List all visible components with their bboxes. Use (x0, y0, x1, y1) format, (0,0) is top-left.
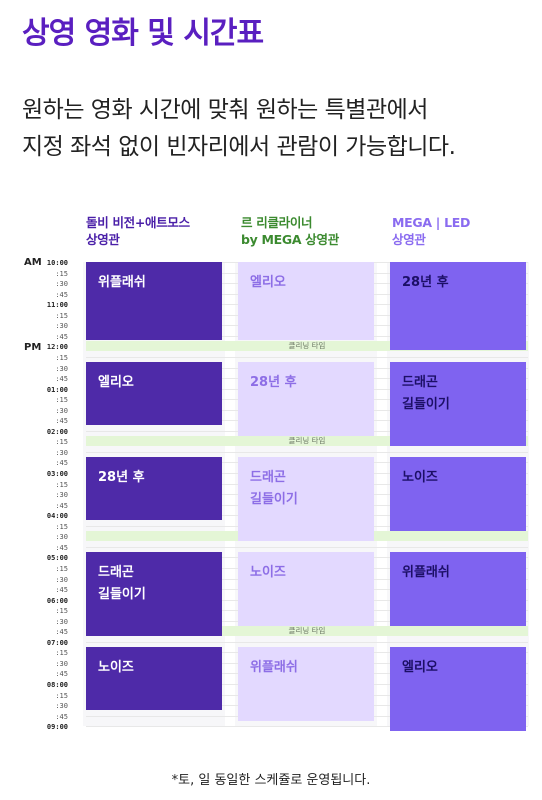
column-header-dolby: 돌비 비전+애트모스 상영관 (86, 214, 190, 248)
movie-block: 엘리오 (238, 262, 374, 340)
time-tick: :45 (55, 501, 68, 510)
time-tick: :45 (55, 375, 68, 384)
time-tick: :45 (55, 417, 68, 426)
movie-title-line: 드래곤 (98, 564, 134, 580)
movie-title-line: 길들이기 (402, 396, 450, 412)
movie-block: 위플래쉬 (86, 262, 222, 340)
movie-block: 28년 후 (238, 361, 374, 436)
cleaning-time-band: 클리닝 타임 (86, 341, 528, 352)
time-tick: 05:00 (46, 554, 68, 563)
time-tick: 02:00 (46, 427, 68, 436)
time-tick: :45 (55, 670, 68, 679)
movie-block: 28년 후 (390, 262, 526, 351)
movie-block: 위플래쉬 (390, 551, 526, 626)
column-header-line: 상영관 (86, 232, 120, 247)
column-header-line: 상영관 (392, 232, 426, 247)
cleaning-time-band: 클리닝 타임 (86, 436, 528, 447)
time-tick: 01:00 (46, 385, 68, 394)
time-tick: :15 (55, 438, 68, 447)
column-header-line: by MEGA 상영관 (241, 232, 339, 247)
time-tick: :30 (55, 448, 68, 457)
time-tick: :15 (55, 311, 68, 320)
movie-block: 노이즈 (86, 646, 222, 711)
time-tick: :45 (55, 290, 68, 299)
cleaning-time-band: 클리닝 타임 (86, 626, 528, 637)
time-tick: 03:00 (46, 470, 68, 478)
time-tick: :30 (55, 406, 68, 415)
movie-block: 위플래쉬 (238, 646, 374, 721)
movie-block: 엘리오 (390, 646, 526, 732)
time-tick: :30 (55, 617, 68, 626)
movie-block: 28년 후 (86, 456, 222, 521)
intro-line-1: 원하는 영화 시간에 맞춰 원하는 특별관에서 (22, 97, 428, 123)
column-header-line: 르 리클라이너 (241, 215, 313, 230)
time-tick: :45 (55, 332, 68, 341)
time-tick: :30 (55, 702, 68, 711)
time-tick: 08:00 (46, 681, 68, 689)
movie-title-line: 드래곤 (250, 469, 286, 485)
time-tick: :30 (55, 280, 68, 289)
grid-line (86, 451, 528, 453)
time-tick: :45 (55, 459, 68, 468)
column-header-line: 돌비 비전+애트모스 (86, 215, 190, 230)
time-tick: 06:00 (46, 596, 68, 605)
movie-title-line: 길들이기 (98, 586, 146, 602)
grid-line (86, 726, 528, 728)
time-tick: :45 (55, 543, 68, 552)
time-tick: 12:00 (46, 343, 68, 352)
time-tick: :30 (55, 575, 68, 584)
period-am-label: AM (24, 257, 42, 268)
column-header-recliner: 르 리클라이너 by MEGA 상영관 (241, 214, 339, 248)
time-tick: :15 (55, 522, 68, 531)
time-tick: 07:00 (46, 638, 68, 647)
column-header-line: MEGA | LED (392, 215, 471, 230)
movie-block: 엘리오 (86, 361, 222, 426)
time-tick: :15 (55, 269, 68, 278)
time-tick: :30 (55, 322, 68, 331)
time-tick: :15 (55, 649, 68, 658)
period-pm-label: PM (24, 342, 42, 353)
intro-line-2: 지정 좌석 없이 빈자리에서 관람이 가능합니다. (22, 134, 456, 160)
time-tick: :45 (55, 628, 68, 637)
time-tick: :30 (55, 659, 68, 668)
movie-title-line: 길들이기 (250, 491, 298, 507)
time-tick: :30 (55, 491, 68, 500)
time-tick: 11:00 (46, 301, 68, 310)
grid-line (86, 641, 528, 643)
time-tick: :15 (55, 396, 68, 405)
time-tick: :45 (55, 586, 68, 595)
grid-line (86, 356, 528, 358)
time-tick: :15 (55, 353, 68, 362)
time-tick: :15 (55, 564, 68, 573)
time-tick: :30 (55, 533, 68, 542)
movie-block: 노이즈 (390, 456, 526, 531)
grid-line (86, 546, 528, 548)
page-title: 상영 영화 및 시간표 (22, 16, 264, 51)
time-tick: :30 (55, 364, 68, 373)
column-header-mega-led: MEGA | LED 상영관 (392, 214, 470, 248)
time-tick: :45 (55, 712, 68, 721)
time-tick: :15 (55, 691, 68, 700)
footnote: *토, 일 동일한 스케쥴로 운영됩니다. (171, 773, 371, 788)
intro-text: 원하는 영화 시간에 맞춰 원하는 특별관에서 지정 좌석 없이 빈자리에서 관… (22, 92, 532, 166)
time-tick: :15 (55, 480, 68, 489)
movie-block: 노이즈 (238, 551, 374, 626)
time-tick: 09:00 (46, 723, 68, 732)
time-tick: :15 (55, 607, 68, 616)
time-tick: 04:00 (46, 512, 68, 521)
movie-title-line: 드래곤 (402, 374, 438, 390)
time-tick: 10:00 (46, 259, 68, 267)
